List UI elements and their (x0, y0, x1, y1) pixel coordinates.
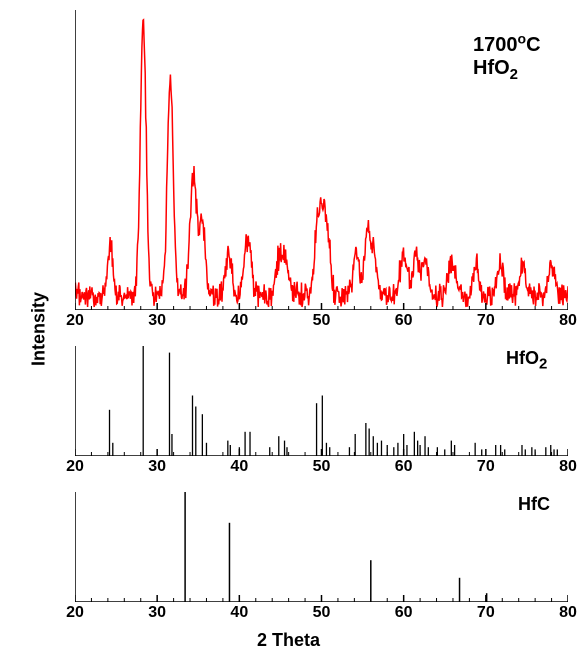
panel2-title-text: HfO (506, 348, 539, 368)
panel-hfc-reference: HfC 20304050607080 (75, 492, 568, 602)
panel-xrd-pattern: 1700oC HfO2 20304050607080 (75, 10, 568, 310)
xtick-label: 50 (313, 312, 331, 330)
panel2-title-sub: 2 (539, 356, 547, 373)
y-axis-label: Intensity (29, 291, 50, 365)
xtick-label: 30 (148, 604, 166, 622)
xtick-label: 50 (313, 458, 331, 476)
xtick-label: 60 (395, 604, 413, 622)
xtick-label: 20 (66, 312, 84, 330)
x-axis-label: 2 Theta (257, 630, 320, 651)
xtick-label: 30 (148, 312, 166, 330)
xtick-label: 30 (148, 458, 166, 476)
xtick-label: 40 (230, 604, 248, 622)
panel1-title: 1700oC HfO2 (473, 30, 568, 83)
panel3-title: HfC (518, 494, 550, 515)
panel1-title-text: 1700oC HfO (473, 34, 541, 79)
xrd-figure: Intensity 2 Theta 1700oC HfO2 2030405060… (0, 0, 577, 657)
hfc-sticks-svg (75, 492, 568, 602)
xtick-label: 80 (559, 458, 577, 476)
panel1-title-sub: 2 (510, 66, 518, 83)
xtick-label: 40 (230, 312, 248, 330)
xtick-label: 60 (395, 312, 413, 330)
xtick-label: 50 (313, 604, 331, 622)
hfo2-sticks-svg (75, 346, 568, 456)
xtick-label: 80 (559, 604, 577, 622)
xtick-label: 60 (395, 458, 413, 476)
panel3-title-text: HfC (518, 494, 550, 514)
xtick-label: 70 (477, 458, 495, 476)
panel-hfo2-reference: HfO2 20304050607080 (75, 346, 568, 456)
xtick-label: 70 (477, 604, 495, 622)
xtick-label: 80 (559, 312, 577, 330)
xtick-label: 20 (66, 458, 84, 476)
panel2-title: HfO2 (506, 348, 547, 373)
xtick-label: 40 (230, 458, 248, 476)
xtick-label: 70 (477, 312, 495, 330)
xtick-label: 20 (66, 604, 84, 622)
